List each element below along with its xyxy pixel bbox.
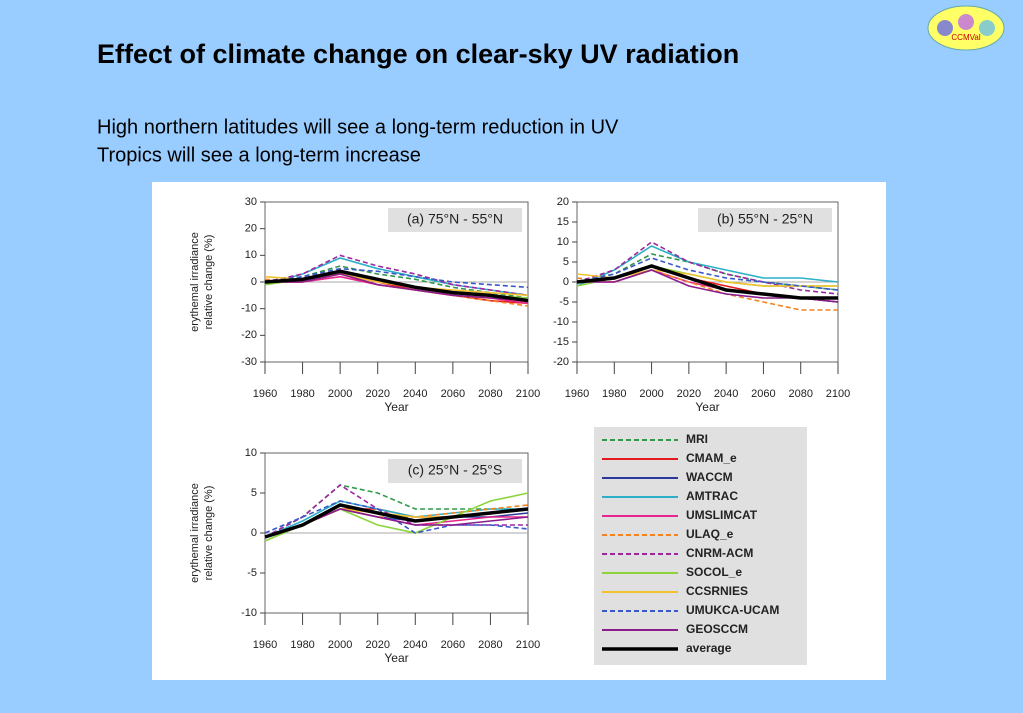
x-tick-label: 1980 <box>290 639 314 651</box>
annotation: (b) 55°N - 25°N <box>717 211 813 227</box>
annotation: (a) 75°N - 55°N <box>407 211 503 227</box>
y-tick-label: -5 <box>559 296 569 308</box>
y-tick-label: 5 <box>563 256 569 268</box>
y-tick-label: -15 <box>553 336 569 348</box>
y-tick-label: 0 <box>563 276 569 288</box>
x-tick-label: 2080 <box>788 388 812 400</box>
slide-title: Effect of climate change on clear-sky UV… <box>97 39 739 69</box>
series-line <box>264 500 529 534</box>
y-tick-label: 10 <box>245 447 257 459</box>
x-tick-label: 1960 <box>565 388 589 400</box>
legend-label: GEOSCCM <box>686 622 748 636</box>
y-tick-label: -10 <box>241 607 257 619</box>
legend-label: MRI <box>686 432 708 446</box>
y-tick-label: -5 <box>247 567 257 579</box>
series-line <box>264 503 529 539</box>
legend-label: SOCOL_e <box>686 565 742 579</box>
legend-label: ULAQ_e <box>686 527 734 541</box>
x-tick-label: 2040 <box>403 639 427 651</box>
series-line <box>576 264 838 300</box>
legend-label: CMAM_e <box>686 451 737 465</box>
series-line <box>264 267 529 289</box>
legend-label: WACCM <box>686 470 733 484</box>
annotation-box <box>698 208 832 232</box>
x-tick-label: 2040 <box>714 388 738 400</box>
annotation-box <box>388 208 522 232</box>
y-axis-label: erythemal irradiance <box>189 232 201 332</box>
series-line <box>265 273 529 302</box>
x-tick-label: 2060 <box>751 388 775 400</box>
x-tick-label: 2020 <box>677 388 701 400</box>
legend-label: UMSLIMCAT <box>686 508 758 522</box>
x-tick-label: 2100 <box>826 388 850 400</box>
legend-label: UMUKCA-UCAM <box>686 603 779 617</box>
legend-label: CCSRNIES <box>686 584 748 598</box>
y-tick-label: 0 <box>251 527 257 539</box>
y-tick-label: 20 <box>557 196 569 208</box>
y-axis-label: relative change (%) <box>203 235 215 330</box>
y-tick-label: 15 <box>557 216 569 228</box>
series-line <box>576 257 839 291</box>
annotation-box <box>388 459 522 483</box>
x-tick-label: 1980 <box>290 388 314 400</box>
logo-icon <box>979 20 995 36</box>
x-tick-label: 2020 <box>365 639 389 651</box>
logo-icon <box>937 20 953 36</box>
legend-label: AMTRAC <box>686 489 738 503</box>
series-line <box>576 241 839 295</box>
series-line <box>264 269 529 303</box>
legend <box>594 427 807 665</box>
legend-label: average <box>686 641 732 655</box>
x-tick-label: 2000 <box>639 388 663 400</box>
y-axis-label: erythemal irradiance <box>189 483 201 583</box>
y-tick-label: -30 <box>241 356 257 368</box>
x-tick-label: 2040 <box>403 388 427 400</box>
series-line <box>264 254 529 297</box>
y-tick-label: 0 <box>251 276 257 288</box>
logo-icon <box>958 14 974 30</box>
x-axis-label: Year <box>384 651 408 665</box>
y-tick-label: 20 <box>245 223 257 235</box>
x-tick-label: 2000 <box>328 388 352 400</box>
y-tick-label: -10 <box>241 303 257 315</box>
logo-text: CCMVal <box>951 33 980 42</box>
x-tick-label: 2060 <box>441 639 465 651</box>
y-tick-label: 5 <box>251 487 257 499</box>
annotation: (c) 25°N - 25°S <box>408 462 502 478</box>
x-axis-label: Year <box>384 400 408 414</box>
text-line: High northern latitudes will see a long-… <box>97 116 619 138</box>
y-tick-label: 30 <box>245 196 257 208</box>
x-tick-label: 1980 <box>602 388 626 400</box>
x-tick-label: 1960 <box>253 639 277 651</box>
y-axis-label: relative change (%) <box>203 486 215 581</box>
x-tick-label: 2100 <box>516 388 540 400</box>
x-tick-label: 2080 <box>478 388 502 400</box>
x-tick-label: 2100 <box>516 639 540 651</box>
x-tick-label: 2080 <box>478 639 502 651</box>
x-tick-label: 2000 <box>328 639 352 651</box>
series-line <box>576 245 839 287</box>
y-tick-label: 10 <box>557 236 569 248</box>
x-tick-label: 2060 <box>441 388 465 400</box>
x-tick-label: 1960 <box>253 388 277 400</box>
text-line: Tropics will see a long-term increase <box>97 144 421 166</box>
y-tick-label: 10 <box>245 249 257 261</box>
y-tick-label: -10 <box>553 316 569 328</box>
x-tick-label: 2020 <box>365 388 389 400</box>
legend-label: CNRM-ACM <box>686 546 753 560</box>
x-axis-label: Year <box>695 400 719 414</box>
y-tick-label: -20 <box>241 329 257 341</box>
y-tick-label: -20 <box>553 356 569 368</box>
